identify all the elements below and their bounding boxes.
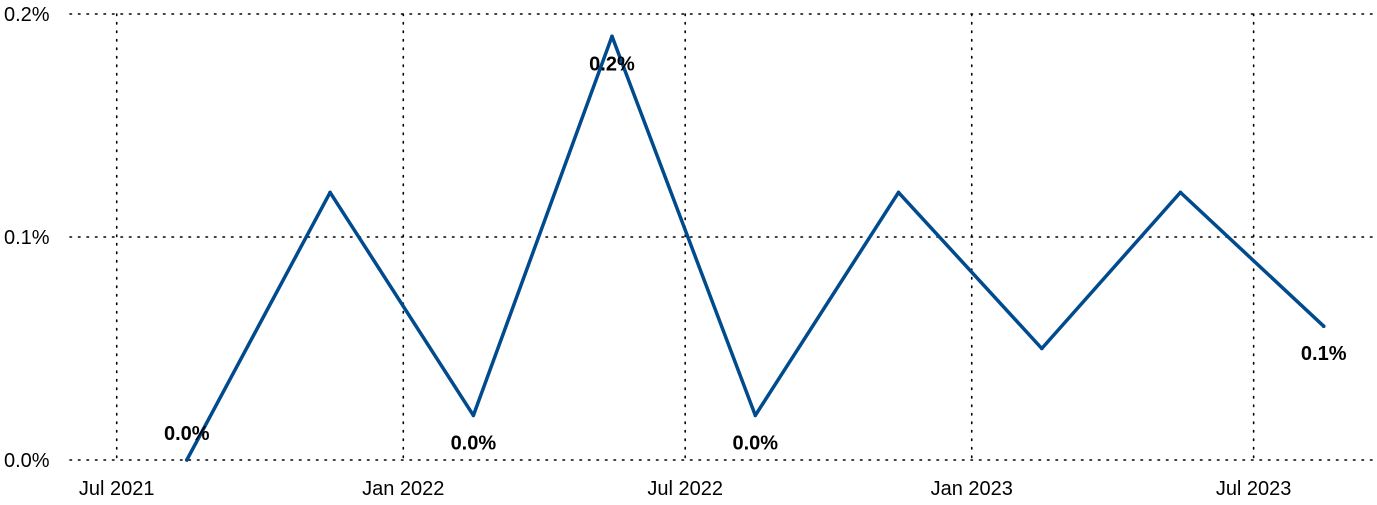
data-point [328, 190, 332, 195]
data-point [1321, 324, 1326, 329]
x-tick-label: Jul 2021 [79, 478, 155, 500]
data-label: 0.0% [451, 432, 497, 454]
data-point [753, 413, 758, 418]
data-point [1040, 346, 1044, 351]
data-label: 0.0% [732, 432, 778, 454]
x-tick-label: Jan 2023 [931, 478, 1013, 500]
y-tick-label: 0.2% [4, 4, 50, 26]
x-axis-ticks: Jul 2021 Jan 2022 Jul 2022 Jan 2023 Jul 2023 [79, 478, 1292, 500]
data-label: 0.1% [1301, 343, 1347, 365]
y-tick-label: 0.0% [4, 450, 50, 472]
data-point [471, 413, 476, 418]
grid-lines [69, 13, 1373, 461]
x-tick-label: Jan 2022 [362, 478, 444, 500]
data-label: 0.2% [589, 53, 635, 75]
series-line [185, 34, 1326, 462]
data-point [896, 190, 901, 195]
data-point [610, 34, 614, 39]
x-tick-label: Jul 2023 [1216, 478, 1292, 500]
y-axis-ticks: 0.0% 0.1% 0.2% [4, 4, 50, 472]
data-label: 0.0% [164, 423, 210, 445]
data-point [185, 458, 189, 462]
series-layer [185, 34, 1326, 462]
data-point [1178, 190, 1183, 195]
data-labels: 0.0% 0.0% 0.2% 0.0% 0.1% [164, 53, 1347, 454]
x-tick-label: Jul 2022 [647, 478, 723, 500]
y-tick-label: 0.1% [4, 227, 50, 249]
